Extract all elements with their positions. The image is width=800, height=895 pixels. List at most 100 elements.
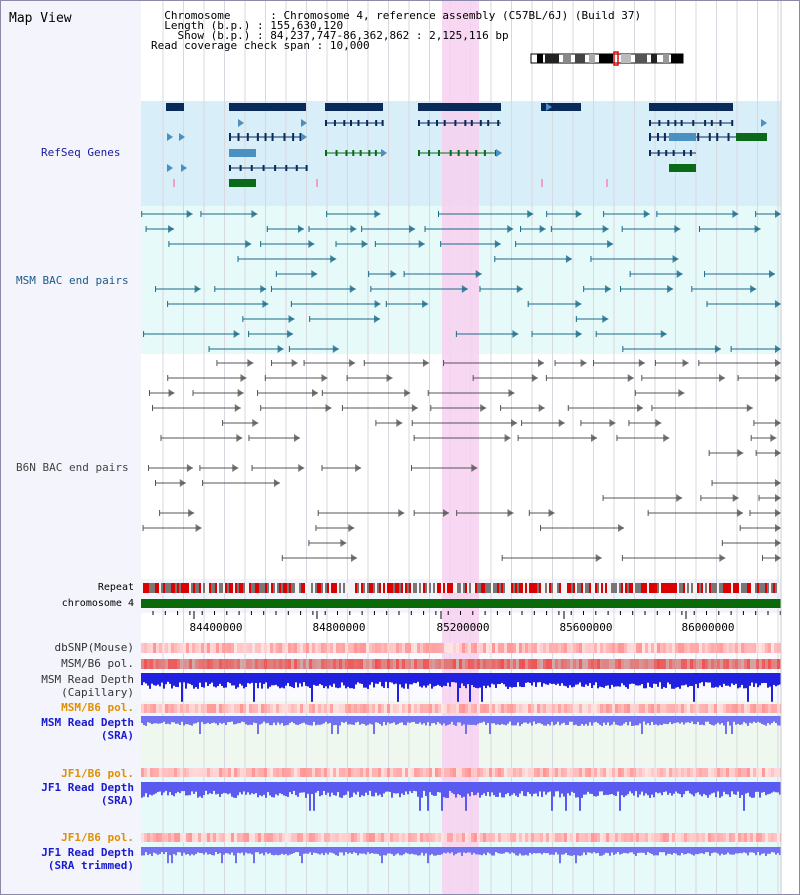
msm-sra-depth-bar: [651, 716, 653, 722]
polymorphism-cell: [474, 704, 477, 713]
repeat-tick: [591, 583, 593, 593]
msm-capillary-depth-bar: [311, 673, 313, 702]
polymorphism-cell: [558, 643, 561, 653]
refseq-marker: [606, 179, 608, 187]
polymorphism-cell: [327, 643, 330, 653]
polymorphism-cell: [609, 659, 612, 669]
polymorphism-cell: [408, 704, 411, 713]
polymorphism-cell: [192, 643, 195, 653]
polymorphism-cell: [480, 833, 483, 842]
repeat-tick: [709, 583, 711, 593]
jf1-sra-depth-bar: [623, 782, 625, 798]
polymorphism-cell: [531, 833, 534, 842]
polymorphism-cell: [528, 643, 531, 653]
polymorphism-cell: [603, 704, 606, 713]
msm-capillary-depth-bar: [655, 673, 657, 684]
jf1-sra-depth-bar: [267, 782, 269, 793]
polymorphism-cell: [228, 833, 231, 842]
polymorphism-cell: [378, 768, 381, 777]
msm-capillary-depth-bar: [641, 673, 643, 685]
polymorphism-cell: [204, 659, 207, 669]
polymorphism-cell: [675, 643, 678, 653]
jf1-trimmed-depth-bar: [603, 847, 605, 855]
jf1-sra-depth-bar: [477, 782, 479, 793]
jf1-trimmed-depth-bar: [343, 847, 345, 856]
jf1-sra-depth-bar: [431, 782, 433, 795]
jf1-sra-depth-bar: [777, 782, 779, 793]
polymorphism-cell: [576, 643, 579, 653]
msm-bac-arrow: [602, 315, 609, 323]
jf1-trimmed-depth-bar: [573, 847, 575, 856]
polymorphism-cell: [390, 643, 393, 653]
repeat-tick: [197, 583, 199, 593]
repeat-tick: [657, 583, 659, 593]
polymorphism-cell: [735, 643, 738, 653]
jf1-sra-depth-bar: [635, 782, 637, 792]
polymorphism-cell: [252, 643, 255, 653]
polymorphism-cell: [687, 659, 690, 669]
repeat-tick: [219, 583, 221, 593]
polymorphism-cell: [333, 833, 336, 842]
polymorphism-cell: [525, 833, 528, 842]
jf1-sra-depth-bar: [711, 782, 713, 794]
polymorphism-cell: [378, 704, 381, 713]
msm-capillary-depth-bar: [153, 673, 155, 686]
repeat-tick: [239, 583, 241, 593]
jf1-trimmed-depth-bar: [735, 847, 737, 854]
polymorphism-cell: [654, 704, 657, 713]
b6n-bac-arrow: [252, 419, 259, 427]
repeat-tick: [551, 583, 553, 593]
jf1-sra-depth-bar: [529, 782, 531, 794]
jf1-trimmed-depth-bar: [563, 847, 565, 855]
msm-capillary-depth-bar: [167, 673, 169, 682]
jf1-trimmed-depth-bar: [529, 847, 531, 853]
polymorphism-cell: [747, 643, 750, 653]
jf1-sra-depth-bar: [279, 782, 281, 794]
msm-capillary-depth-bar: [433, 673, 435, 687]
jf1-trimmed-depth-bar: [231, 847, 233, 853]
msm-sra-depth-bar: [491, 716, 493, 724]
polymorphism-cell: [660, 643, 663, 653]
repeat-tick: [389, 583, 391, 593]
jf1-trimmed-depth-bar: [411, 847, 413, 854]
msm-capillary-depth-bar: [719, 673, 721, 686]
b6n-bac-arrow: [732, 494, 739, 502]
polymorphism-cell: [264, 659, 267, 669]
polymorphism-cell: [150, 704, 153, 713]
msm-capillary-depth-bar: [265, 673, 267, 683]
polymorphism-cell: [438, 643, 441, 653]
jf1-sra-depth-bar: [237, 782, 239, 796]
repeat-tick: [145, 583, 147, 593]
polymorphism-cell: [531, 643, 534, 653]
msm-sra-depth-bar: [411, 716, 413, 723]
polymorphism-cell: [597, 643, 600, 653]
repeat-tick: [411, 583, 413, 593]
jf1-trimmed-depth-bar: [679, 847, 681, 856]
b6n-bac-arrow: [396, 419, 403, 427]
polymorphism-cell: [732, 768, 735, 777]
jf1-trimmed-depth-bar: [673, 847, 675, 854]
polymorphism-cell: [444, 704, 447, 713]
repeat-tick: [431, 583, 433, 593]
repeat-tick: [189, 583, 191, 593]
jf1-trimmed-depth-bar: [741, 847, 743, 854]
repeat-tick: [683, 583, 685, 593]
jf1-trimmed-depth-bar: [181, 847, 183, 856]
repeat-tick: [169, 583, 171, 593]
jf1-trimmed-depth-bar: [585, 847, 587, 856]
polymorphism-cell: [336, 704, 339, 713]
msm-sra-depth-bar: [487, 716, 489, 723]
jf1-trimmed-depth-bar: [595, 847, 597, 854]
jf1-trimmed-depth-bar: [241, 847, 243, 853]
msm-sra-depth-bar: [435, 716, 437, 725]
jf1-trimmed-depth-bar: [487, 847, 489, 853]
repeat-tick: [199, 583, 201, 593]
polymorphism-cell: [768, 643, 771, 653]
polymorphism-cell: [429, 704, 432, 713]
polymorphism-cell: [273, 768, 276, 777]
msm-sra-depth-bar: [419, 716, 421, 723]
msm-capillary-depth-bar: [739, 673, 741, 688]
repeat-tick: [323, 583, 325, 593]
jf1-trimmed-depth-bar: [479, 847, 481, 855]
